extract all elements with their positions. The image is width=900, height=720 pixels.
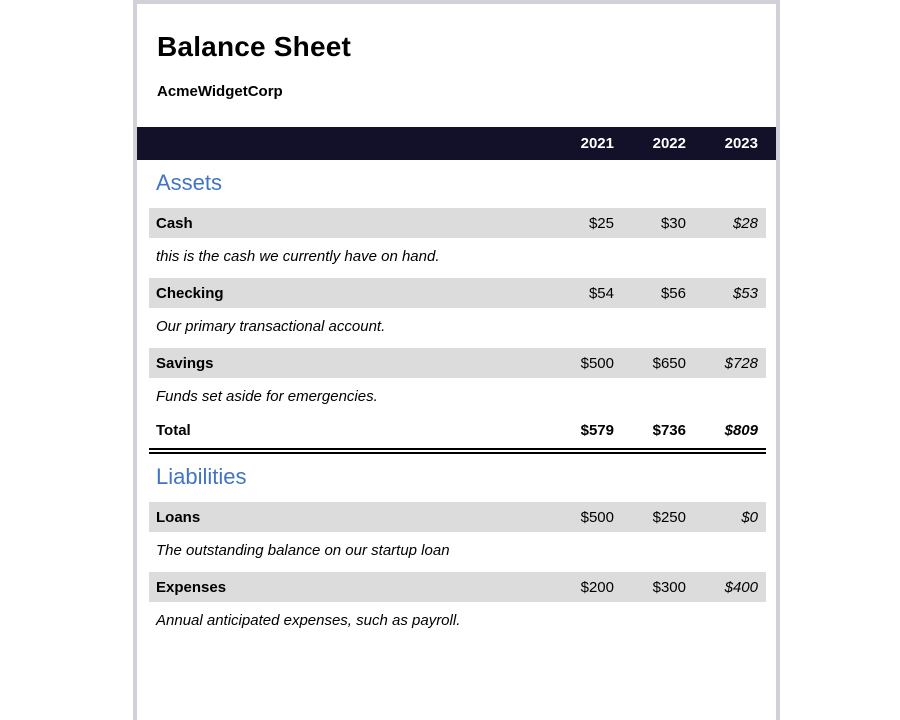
total-label: Total: [156, 421, 191, 439]
document-header: Balance Sheet AcmeWidgetCorp: [137, 4, 776, 101]
value-2021: $500: [580, 508, 614, 526]
year-header-2021: 2021: [580, 135, 614, 152]
table-row-total: Total $579 $736 $809: [149, 418, 766, 454]
value-2023: $728: [724, 354, 758, 372]
row-description-checking: Our primary transactional account.: [156, 318, 386, 335]
total-2021: $579: [580, 421, 614, 439]
row-label: Checking: [156, 284, 224, 302]
value-2023: $400: [724, 578, 758, 596]
value-2022: $300: [652, 578, 686, 596]
value-2021: $54: [588, 284, 614, 302]
value-2022: $56: [660, 284, 686, 302]
row-description-cash: this is the cash we currently have on ha…: [156, 248, 440, 265]
value-2022: $250: [652, 508, 686, 526]
value-2021: $25: [588, 214, 614, 232]
table-row-checking: Checking $54 $56 $53: [149, 278, 766, 308]
row-description-expenses: Annual anticipated expenses, such as pay…: [156, 612, 461, 629]
value-2022: $650: [652, 354, 686, 372]
table-content: Assets Cash $25 $30 $28 this is the cash…: [137, 170, 776, 630]
year-header-row: 2021 2022 2023: [137, 127, 776, 160]
section-heading-assets: Assets: [156, 170, 223, 195]
year-header-2022: 2022: [652, 135, 686, 152]
value-2023: $0: [741, 508, 758, 526]
section-liabilities: Liabilities Loans $500 $250 $0 The outst…: [149, 464, 766, 630]
row-description-savings: Funds set aside for emergencies.: [156, 388, 378, 405]
table-row-expenses: Expenses $200 $300 $400: [149, 572, 766, 602]
total-2023: $809: [724, 421, 758, 439]
total-2022: $736: [652, 421, 686, 439]
row-label: Expenses: [156, 578, 227, 596]
table-row-savings: Savings $500 $650 $728: [149, 348, 766, 378]
row-label: Savings: [156, 354, 214, 372]
document-page: Balance Sheet AcmeWidgetCorp 2021 2022 2…: [133, 0, 780, 720]
table-row-loans: Loans $500 $250 $0: [149, 502, 766, 532]
company-name: AcmeWidgetCorp: [157, 83, 283, 100]
value-2021: $200: [580, 578, 614, 596]
value-2023: $53: [732, 284, 758, 302]
row-label: Loans: [156, 508, 201, 526]
year-header-2023: 2023: [724, 135, 758, 152]
section-heading-liabilities: Liabilities: [156, 464, 247, 489]
value-2023: $28: [732, 214, 758, 232]
value-2021: $500: [580, 354, 614, 372]
value-2022: $30: [660, 214, 686, 232]
page-title: Balance Sheet: [157, 31, 352, 62]
section-assets: Assets Cash $25 $30 $28 this is the cash…: [149, 170, 766, 454]
row-label: Cash: [156, 214, 193, 232]
row-description-loans: The outstanding balance on our startup l…: [156, 542, 450, 559]
table-row-cash: Cash $25 $30 $28: [149, 208, 766, 238]
